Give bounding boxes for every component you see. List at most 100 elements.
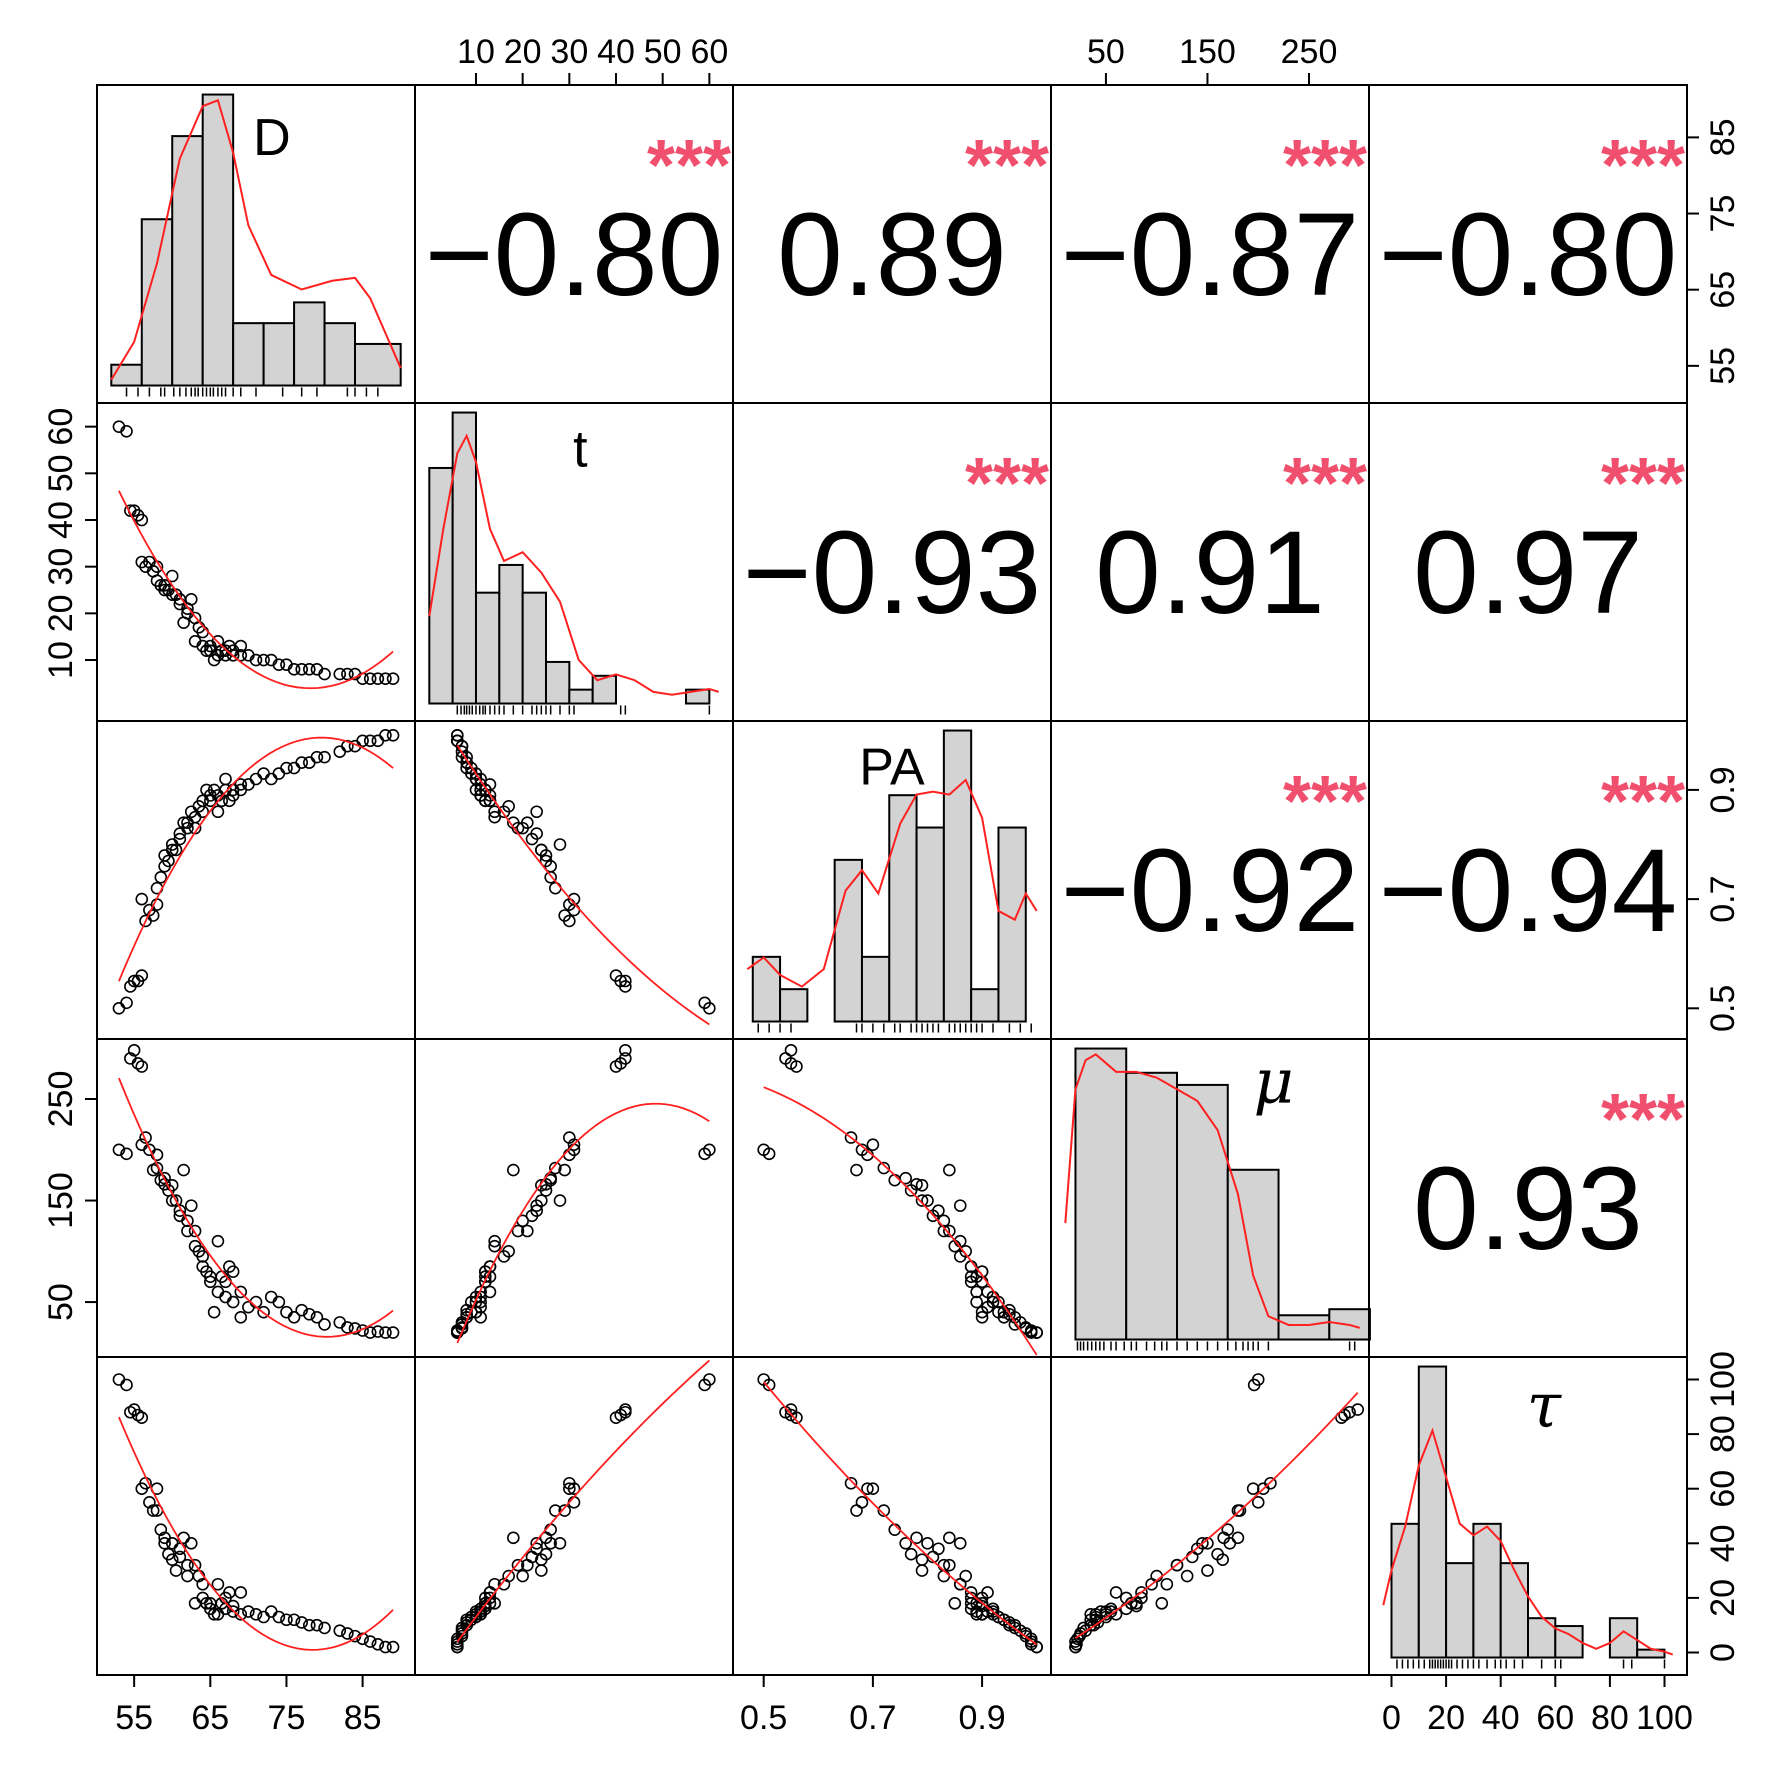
scatter-point — [539, 1531, 553, 1545]
scatter-point — [488, 805, 501, 819]
significance-stars: *** — [1283, 126, 1367, 206]
scatter-point — [173, 1204, 187, 1217]
histogram-bar — [171, 135, 204, 387]
scatter-point — [932, 1542, 945, 1556]
scatter-point — [303, 756, 316, 769]
histogram-bar — [1390, 1522, 1420, 1659]
scatter-point — [280, 1613, 293, 1627]
histogram-bar — [915, 826, 945, 1023]
histogram-bar — [997, 826, 1027, 1023]
smoother-line — [118, 490, 394, 690]
scatter-point — [553, 1537, 567, 1550]
scatter-point — [188, 1558, 202, 1572]
scatter-panel-4-0 — [112, 1373, 400, 1654]
scatter-point — [1170, 1558, 1184, 1572]
smoother-line — [763, 1086, 1038, 1356]
scatter-point — [563, 1476, 576, 1490]
scatter-point — [257, 653, 270, 667]
scatter-point — [249, 653, 263, 667]
scatter-panel-4-3 — [1069, 1373, 1365, 1654]
scatter-point — [196, 1577, 209, 1591]
tick-label: 0.7 — [849, 1699, 896, 1737]
scatter-point — [1251, 1496, 1265, 1509]
histogram-bar — [1499, 1562, 1529, 1659]
scatter-point — [926, 1209, 940, 1223]
scatter-point — [242, 1605, 255, 1618]
scatter-point — [915, 1564, 929, 1577]
scatter-point — [1247, 1378, 1261, 1392]
scatter-point — [184, 1537, 198, 1550]
histogram-bar — [323, 322, 356, 387]
tick-label: 65 — [1704, 271, 1742, 309]
scatter-point — [295, 1303, 308, 1317]
scatter-point — [698, 1147, 711, 1161]
scatter-point — [904, 1184, 918, 1197]
panel-border — [96, 1038, 416, 1358]
scatter-point — [371, 1638, 385, 1651]
scatter-point — [1109, 1586, 1123, 1599]
variable-label-3: μ — [1253, 1045, 1293, 1118]
scatter-panel-2-0 — [112, 729, 400, 1015]
scatter-point — [899, 1537, 912, 1550]
scatter-point — [188, 1597, 202, 1610]
scatter-point — [272, 658, 286, 671]
panel-border — [732, 1356, 1052, 1676]
scatter-point — [386, 1640, 400, 1654]
scatter-point — [1216, 1553, 1229, 1566]
tick-label: 85 — [1704, 118, 1742, 156]
scatter-point — [619, 1043, 632, 1057]
scatter-point — [981, 1586, 994, 1599]
scatter-point — [135, 1411, 149, 1425]
scatter-point — [379, 1326, 392, 1339]
scatter-point — [363, 1635, 377, 1648]
correlation-panel-3-4: ***0.93 — [1413, 1080, 1685, 1275]
scatter-point — [169, 1564, 183, 1577]
scatter-point — [211, 1577, 225, 1591]
tick-label: 20 — [1427, 1699, 1465, 1737]
scatter-point — [516, 1569, 529, 1583]
scatter-point — [970, 1285, 983, 1299]
scatter-point — [877, 1504, 891, 1517]
scatter-point — [553, 838, 567, 851]
scatter-point — [530, 1537, 543, 1550]
histogram-bar — [942, 729, 973, 1023]
scatter-point — [177, 1163, 190, 1177]
scatter-point — [553, 1194, 567, 1207]
histogram-bar — [1125, 1071, 1179, 1341]
scatter-point — [1264, 1476, 1277, 1490]
tick-label: 0.9 — [958, 1699, 1005, 1737]
scatter-point — [1335, 1411, 1348, 1425]
tick-label: 30 — [42, 548, 80, 586]
significance-stars: *** — [1601, 126, 1685, 206]
scatter-point — [181, 821, 194, 835]
scatter-point — [558, 1163, 571, 1177]
scatter-point — [535, 1564, 548, 1577]
scatter-point — [507, 1163, 520, 1177]
scatter-point — [497, 1577, 511, 1591]
scatter-point — [181, 1214, 194, 1228]
diagonal-panel-0: D — [110, 93, 402, 397]
scatter-point — [521, 1558, 534, 1572]
panel-border — [414, 720, 734, 1040]
scatter-point — [899, 1171, 912, 1185]
scatter-point — [975, 1311, 989, 1324]
smoother-line — [1074, 1392, 1359, 1639]
scatter-point — [154, 1523, 168, 1536]
scatter-point — [619, 974, 632, 988]
histogram-bar — [428, 466, 454, 705]
correlation-value: −0.80 — [1379, 189, 1678, 321]
scatter-point — [530, 805, 543, 819]
scatter-point — [1155, 1597, 1169, 1610]
scatter-point — [158, 1171, 171, 1185]
tick-label: 55 — [1704, 347, 1742, 385]
tick-label: 40 — [1482, 1699, 1520, 1737]
histogram-bar — [1277, 1314, 1331, 1341]
scatter-point — [535, 843, 548, 857]
scatter-point — [1145, 1577, 1158, 1591]
tick-label: 85 — [344, 1699, 382, 1737]
scatter-point — [1069, 1640, 1082, 1654]
scatter-point — [525, 832, 539, 846]
tick-label: 0.7 — [1704, 875, 1742, 922]
diagonal-panel-1: t — [428, 411, 719, 715]
